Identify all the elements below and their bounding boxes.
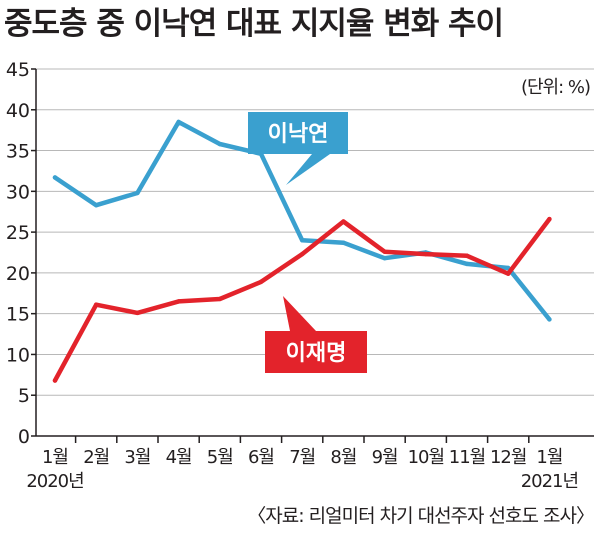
data-point	[464, 261, 470, 267]
data-point	[547, 216, 552, 222]
data-point	[176, 299, 181, 304]
x-tick-label: 4월	[166, 447, 192, 468]
x-tick-label: 3월	[124, 447, 150, 468]
data-point	[52, 175, 58, 180]
y-tick-label: 45	[6, 59, 30, 81]
data-point	[382, 249, 387, 254]
x-tick-label: 1월	[536, 447, 562, 468]
x-tick-label: 1월	[42, 447, 68, 468]
data-point	[464, 253, 470, 258]
axes	[35, 69, 594, 437]
data-point	[217, 141, 222, 147]
y-tick-label: 40	[6, 100, 30, 122]
data-point	[423, 251, 428, 257]
data-point	[52, 378, 58, 383]
y-axis-ticks: 0 5 10 15 20 25 30 35 40 45	[6, 59, 36, 448]
chart-title: 중도층 중 이낙연 대표 지지율 변화 추이	[4, 6, 504, 42]
series-label: 이재명	[286, 341, 347, 366]
data-point	[258, 279, 264, 285]
x-tick-label: 9월	[372, 447, 398, 468]
data-point	[300, 238, 305, 243]
y-tick-label: 15	[6, 304, 30, 326]
data-point	[506, 271, 511, 276]
y-tick-label: 25	[6, 222, 30, 244]
callout-pointer	[283, 296, 316, 331]
data-point	[300, 251, 305, 257]
source-note: 〈자료: 리얼미터 차기 대선주자 선호도 조사〉	[247, 505, 594, 527]
data-point	[135, 190, 140, 196]
x-tick-label: 2월	[83, 447, 109, 468]
x-tick-label: 5월	[207, 447, 233, 468]
x-tick-label: 8월	[330, 447, 356, 468]
year-label: 2020년	[26, 471, 83, 492]
data-point	[217, 296, 222, 302]
callout-box	[265, 331, 367, 373]
callout-pointer	[286, 154, 330, 185]
x-tick-label: 11월	[449, 447, 485, 468]
series-label: 이낙연	[268, 122, 329, 147]
x-tick-label: 12월	[490, 447, 526, 468]
data-point	[341, 240, 346, 245]
x-tick-label: 6월	[248, 447, 274, 468]
y-tick-label: 0	[18, 426, 30, 448]
callout-box	[248, 112, 348, 154]
y-tick-label: 30	[6, 181, 30, 203]
y-tick-label: 5	[18, 385, 30, 407]
y-tick-label: 10	[6, 344, 30, 366]
unit-note: (단위: %)	[521, 77, 590, 98]
data-point	[341, 219, 346, 224]
data-point	[176, 119, 181, 125]
data-point	[94, 202, 99, 208]
x-tick-label: 7월	[289, 447, 315, 468]
y-tick-label: 35	[6, 141, 30, 163]
x-axis-ticks: 1월 2월 3월 4월 5월 6월 7월 8월 9월 10월 11월 12월 1월 2020년 2021년	[26, 436, 579, 492]
x-tick-label: 10월	[408, 447, 444, 468]
data-point	[547, 317, 552, 322]
data-point	[94, 302, 99, 307]
year-label: 2021년	[521, 471, 578, 492]
data-point	[382, 256, 387, 261]
series-lines	[52, 119, 552, 383]
data-point	[135, 310, 140, 316]
y-tick-label: 20	[6, 263, 30, 285]
